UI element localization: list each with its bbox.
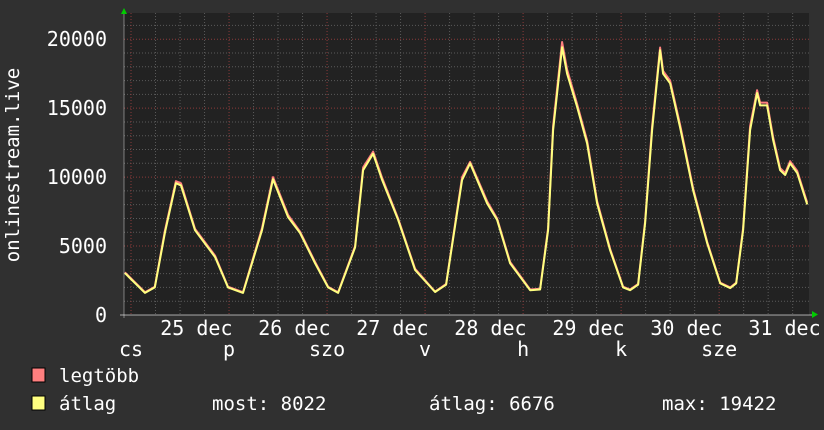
- legend: legtöbb átlag most: 8022 átlag: 6676 max…: [31, 365, 776, 415]
- y-tick-labels: 0 5000 10000 15000 20000: [47, 27, 107, 327]
- x-tick-label-weekday: cs: [119, 337, 143, 361]
- x-tick-label-weekday: szo: [309, 337, 345, 361]
- x-tick-label-date: 30 dec: [650, 316, 722, 340]
- x-axis-arrow-icon: [812, 311, 818, 318]
- legend-label-atlag: átlag: [59, 393, 116, 415]
- stat-most: most: 8022: [212, 393, 326, 415]
- x-tick-label-date: 25 dec: [160, 316, 232, 340]
- x-tick-label-date: 31 dec: [748, 316, 820, 340]
- plot-area: [124, 13, 809, 315]
- y-axis-label: onlinestream.live: [2, 68, 24, 262]
- x-tick-label-date: 28 dec: [454, 316, 526, 340]
- x-tick-label-weekday: sze: [701, 337, 737, 361]
- y-tick-label: 15000: [47, 96, 107, 120]
- y-tick-label: 10000: [47, 165, 107, 189]
- legend-swatch-legtobb: [31, 367, 46, 383]
- stat-max: max: 19422: [662, 393, 776, 415]
- x-tick-label-date: 26 dec: [258, 316, 330, 340]
- x-tick-label-weekday: h: [517, 337, 529, 361]
- y-axis-arrow-icon: [121, 8, 127, 14]
- legend-swatch-atlag: [31, 395, 46, 411]
- y-tick-label: 0: [95, 303, 107, 327]
- y-tick-label: 20000: [47, 27, 107, 51]
- y-tick-label: 5000: [59, 234, 107, 258]
- stat-atlag: átlag: 6676: [429, 393, 555, 415]
- series-lines: [124, 41, 809, 294]
- x-tick-label-date: 27 dec: [356, 316, 428, 340]
- x-tick-label-weekday: p: [223, 337, 235, 361]
- series-line-atlag: [124, 46, 809, 294]
- x-tick-label-weekday: k: [615, 337, 627, 361]
- legend-label-legtobb: legtöbb: [59, 365, 139, 387]
- x-tick-label-date: 29 dec: [552, 316, 624, 340]
- x-tick-label-weekday: v: [419, 337, 431, 361]
